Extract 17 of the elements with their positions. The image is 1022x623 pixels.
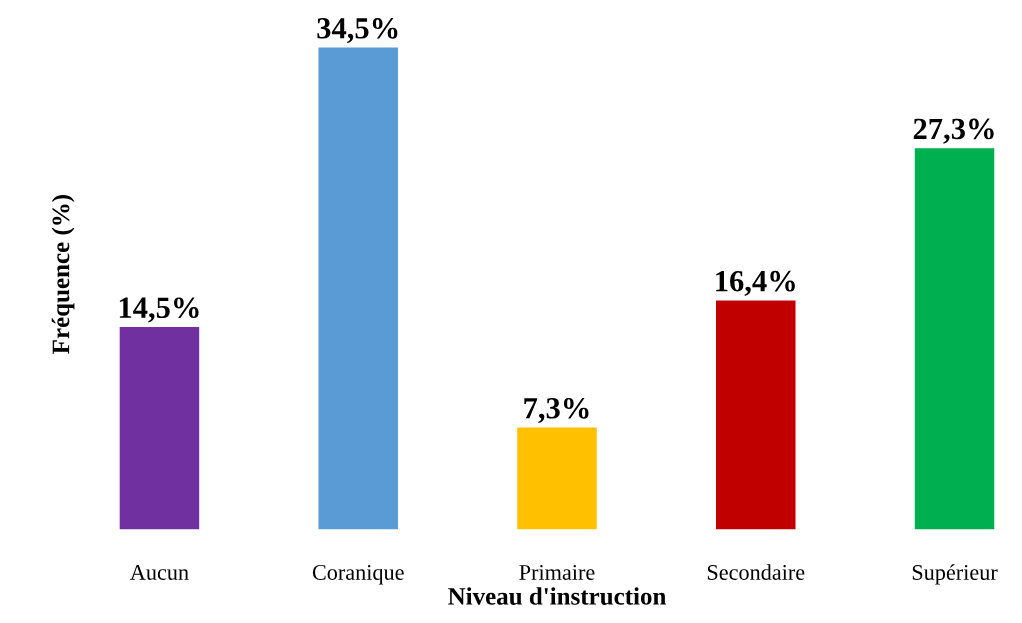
x-tick-label: Primaire: [519, 564, 595, 580]
data-label: 34,5%: [317, 18, 398, 44]
bar: [517, 427, 597, 530]
x-tick-label: Secondaire: [707, 564, 805, 580]
x-tick-label: Supérieur: [912, 564, 998, 585]
data-label: 14,5%: [119, 297, 199, 323]
x-tick-label: Aucun: [130, 565, 189, 580]
bar: [318, 47, 398, 530]
x-axis-title: Niveau d'instruction: [448, 587, 666, 605]
bar: [119, 326, 200, 530]
y-axis-title: Fréquence (%): [51, 195, 75, 354]
x-tick-label: Coranique: [312, 564, 404, 585]
data-label: 7,3%: [524, 397, 589, 424]
data-label: 27,3%: [913, 118, 994, 144]
data-label: 16,4%: [716, 270, 795, 296]
bar: [716, 300, 796, 530]
bar: [914, 148, 995, 530]
